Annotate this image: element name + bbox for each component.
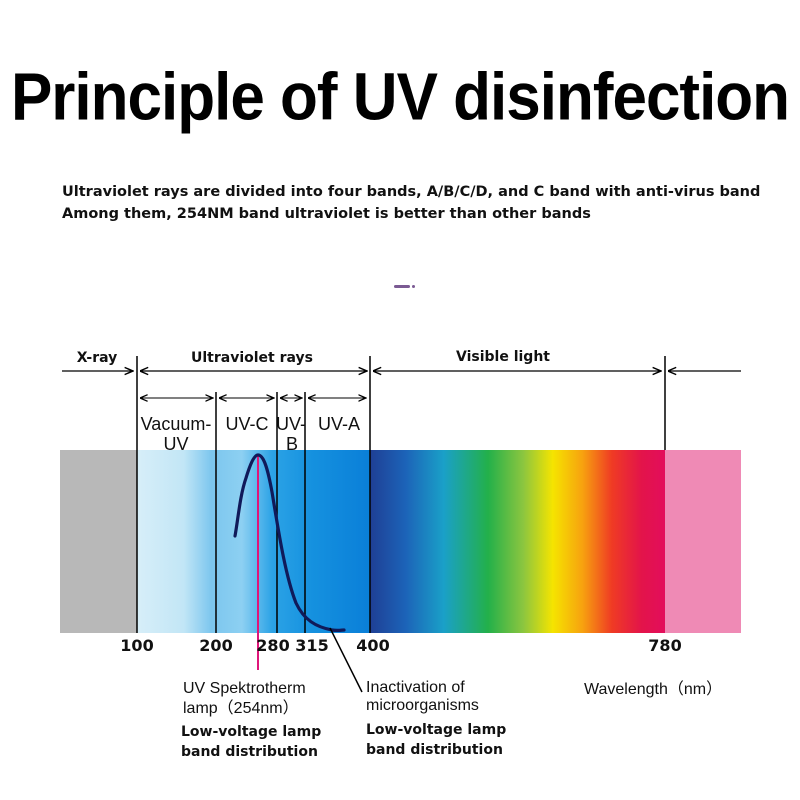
- inactivation-pointer: [329, 627, 363, 693]
- vacuum-uv-label-1: Vacuum-: [141, 414, 212, 434]
- infrared-band: [665, 450, 741, 633]
- tick-100: 100: [120, 636, 153, 655]
- uv-band: [137, 450, 370, 633]
- visible-band: [370, 450, 665, 633]
- visible-light-label: Visible light: [456, 349, 550, 365]
- lamp-dist-label-2: band distribution: [181, 744, 318, 760]
- inactivation-dist-label-1: Low-voltage lamp: [366, 722, 506, 738]
- tick-280: 280: [256, 636, 289, 655]
- subtitle-line-2: Among them, 254NM band ultraviolet is be…: [62, 206, 591, 222]
- tick-200: 200: [199, 636, 232, 655]
- xray-band: [60, 450, 137, 633]
- uvc-label: UV-C: [225, 414, 268, 434]
- inactivation-label-2: microorganisms: [366, 697, 479, 714]
- subtitle-line-1: Ultraviolet rays are divided into four b…: [62, 184, 761, 200]
- lamp-label-1: UV Spektrotherm: [183, 680, 306, 697]
- inactivation-label-1: Inactivation of: [366, 679, 465, 696]
- uva-label: UV-A: [318, 414, 360, 434]
- uvb-label-1: UV-: [276, 414, 306, 434]
- decorative-dot: [412, 285, 415, 288]
- vacuum-uv-label-2: UV: [163, 434, 188, 454]
- lamp-label-2: lamp（254nm）: [183, 699, 299, 717]
- tick-400: 400: [356, 636, 389, 655]
- subtitle: Ultraviolet rays are divided into four b…: [62, 181, 782, 225]
- xray-label: X-ray: [77, 350, 118, 366]
- decorative-dash: [394, 285, 410, 288]
- lamp-dist-label-1: Low-voltage lamp: [181, 724, 321, 740]
- page-title: Principle of UV disinfection: [10, 60, 790, 135]
- tick-780: 780: [648, 636, 681, 655]
- ultraviolet-label: Ultraviolet rays: [191, 350, 313, 366]
- wavelength-label: Wavelength（nm）: [584, 680, 722, 698]
- uvb-label-2: B: [286, 434, 298, 454]
- tick-315: 315: [295, 636, 328, 655]
- inactivation-curve: [233, 453, 346, 633]
- inactivation-dist-label-2: band distribution: [366, 742, 503, 758]
